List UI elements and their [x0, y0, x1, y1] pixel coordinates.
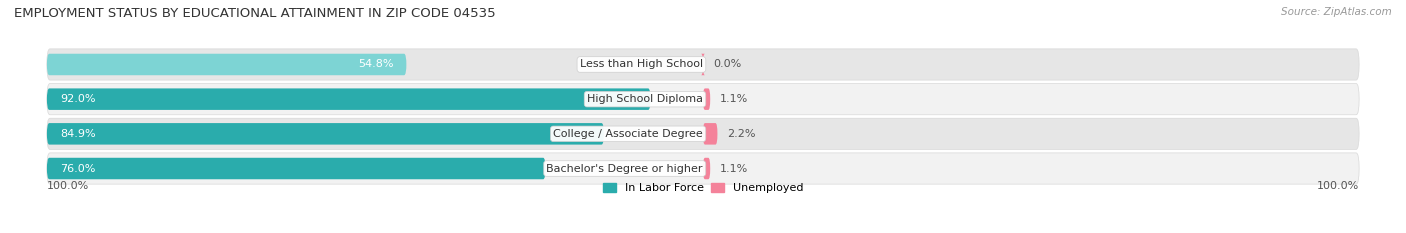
FancyBboxPatch shape: [46, 123, 605, 145]
Text: Source: ZipAtlas.com: Source: ZipAtlas.com: [1281, 7, 1392, 17]
Text: Bachelor's Degree or higher: Bachelor's Degree or higher: [547, 164, 703, 174]
Text: 84.9%: 84.9%: [60, 129, 96, 139]
Text: High School Diploma: High School Diploma: [586, 94, 703, 104]
Text: Less than High School: Less than High School: [579, 59, 703, 69]
Text: 1.1%: 1.1%: [720, 164, 748, 174]
FancyBboxPatch shape: [46, 153, 1360, 184]
FancyBboxPatch shape: [702, 54, 704, 75]
Text: 1.1%: 1.1%: [720, 94, 748, 104]
FancyBboxPatch shape: [703, 88, 710, 110]
Text: 2.2%: 2.2%: [727, 129, 756, 139]
Text: 92.0%: 92.0%: [60, 94, 96, 104]
FancyBboxPatch shape: [46, 84, 1360, 115]
Text: 76.0%: 76.0%: [60, 164, 96, 174]
FancyBboxPatch shape: [46, 158, 546, 179]
FancyBboxPatch shape: [46, 49, 1360, 80]
Text: College / Associate Degree: College / Associate Degree: [553, 129, 703, 139]
Text: 54.8%: 54.8%: [357, 59, 394, 69]
FancyBboxPatch shape: [703, 123, 717, 145]
Text: EMPLOYMENT STATUS BY EDUCATIONAL ATTAINMENT IN ZIP CODE 04535: EMPLOYMENT STATUS BY EDUCATIONAL ATTAINM…: [14, 7, 496, 20]
Legend: In Labor Force, Unemployed: In Labor Force, Unemployed: [598, 178, 808, 197]
FancyBboxPatch shape: [46, 54, 406, 75]
Text: 100.0%: 100.0%: [46, 181, 89, 191]
Text: 100.0%: 100.0%: [1317, 181, 1360, 191]
FancyBboxPatch shape: [703, 158, 710, 179]
FancyBboxPatch shape: [46, 88, 651, 110]
FancyBboxPatch shape: [46, 118, 1360, 149]
Text: 0.0%: 0.0%: [713, 59, 741, 69]
